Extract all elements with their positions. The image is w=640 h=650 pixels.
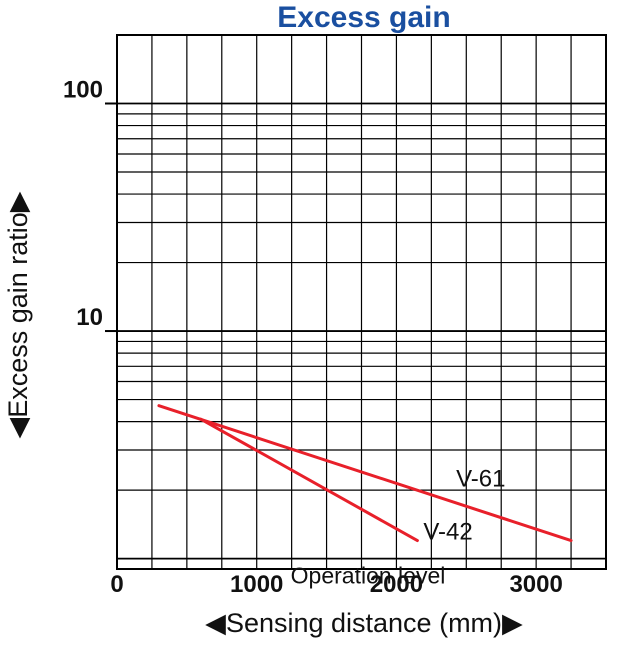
x-tick-label: 0 [110, 571, 123, 598]
chart-title: Excess gain [277, 1, 450, 34]
series-label-v-61: V-61 [456, 466, 505, 493]
y-tick-label: 100 [63, 76, 103, 103]
series-layer: V-61 V-42 [157, 404, 573, 546]
x-tick-label: 3000 [509, 571, 562, 598]
y-tick-label: 10 [76, 304, 103, 331]
series-label-v-42: V-42 [423, 519, 472, 546]
right-arrow-icon: ▶ [502, 608, 523, 638]
left-arrow-icon: ◀ [205, 608, 226, 638]
grid [117, 35, 606, 569]
x-tick-label: 2000 [370, 571, 423, 598]
series-line-v-42 [199, 417, 419, 543]
y-axis-title: Excess gain ratio [3, 212, 33, 418]
y-axis-label: ◀Excess gain ratio▶ [3, 191, 33, 438]
x-axis-title: Sensing distance (mm) [226, 608, 502, 638]
series-line-v-61 [157, 404, 573, 543]
x-axis-label: ◀Sensing distance (mm)▶ [205, 608, 523, 638]
x-tick-label: 1000 [230, 571, 283, 598]
operation-level-label: Operation level [291, 563, 446, 589]
down-arrow-icon: ◀ [3, 418, 33, 439]
up-arrow-icon: ▶ [3, 191, 33, 212]
plot-border [116, 34, 607, 570]
